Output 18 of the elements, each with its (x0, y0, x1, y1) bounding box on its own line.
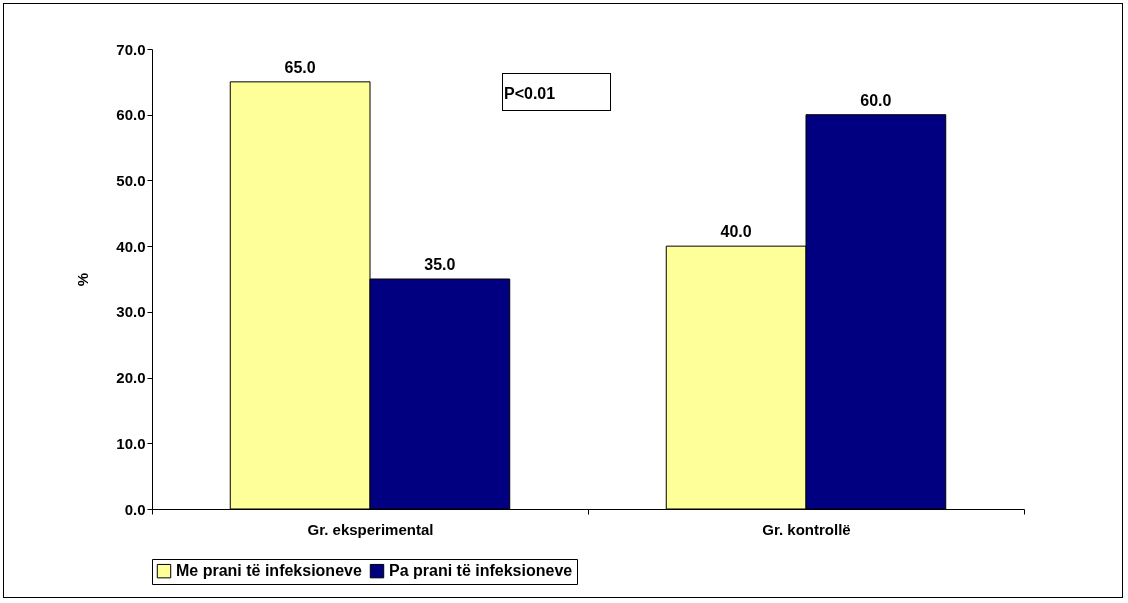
y-tick-label: 60.0 (116, 106, 146, 124)
y-tick-label: 30.0 (116, 303, 146, 321)
y-tick-label: 40.0 (116, 237, 146, 255)
data-label: 40.0 (720, 223, 752, 241)
x-tick-label: Gr. kontrollë (762, 520, 851, 538)
annotation: P<0.01 (504, 85, 556, 102)
data-label: 35.0 (424, 256, 456, 273)
y-tick-label: 70.0 (116, 40, 146, 58)
legend-label: Me prani të infeksioneve (176, 562, 362, 580)
y-tick-label: 10.0 (116, 434, 146, 452)
data-label: 60.0 (860, 91, 892, 109)
legend-label: Pa prani të infeksioneve (389, 562, 573, 580)
data-label: 65.0 (284, 58, 316, 76)
y-tick-label: 50.0 (116, 171, 146, 189)
y-axis-title: % (74, 272, 92, 287)
y-tick-label: 0.0 (124, 500, 146, 518)
x-tick-label: Gr. eksperimental (307, 520, 434, 538)
y-tick-label: 20.0 (116, 369, 146, 387)
